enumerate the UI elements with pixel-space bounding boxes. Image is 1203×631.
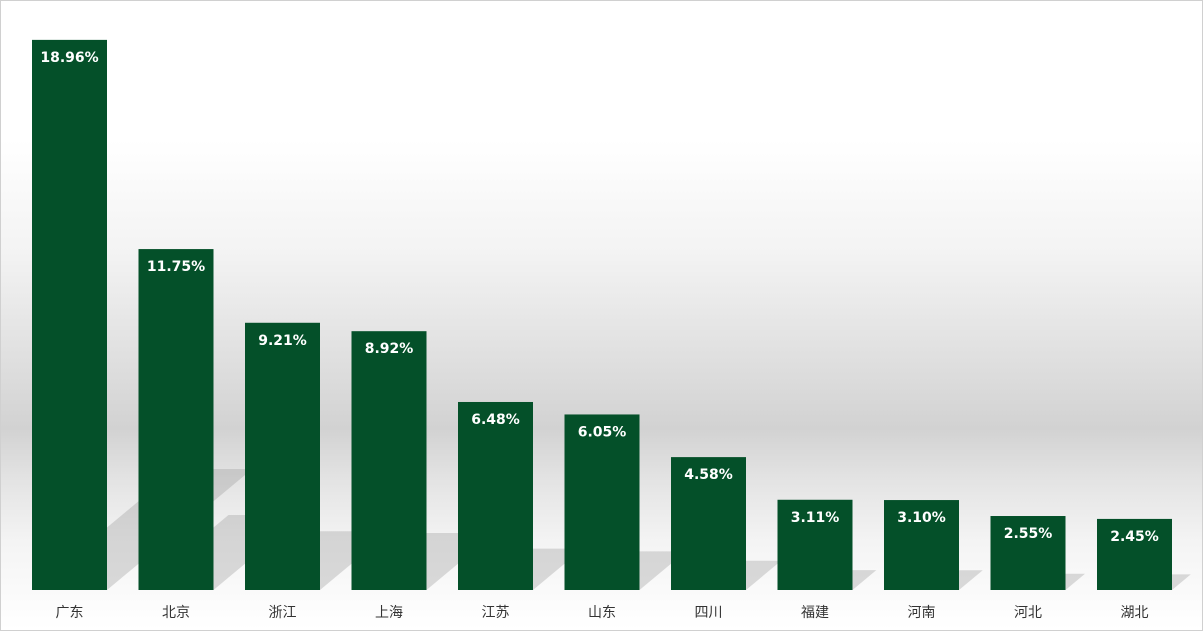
data-label: 3.10% — [897, 510, 946, 526]
data-label: 6.48% — [471, 412, 520, 428]
bar — [564, 414, 640, 590]
x-tick-label: 湖北 — [1121, 605, 1149, 621]
bar — [32, 39, 107, 590]
data-label: 2.55% — [1004, 526, 1053, 542]
bar — [671, 457, 746, 590]
x-tick-label: 四川 — [695, 605, 723, 621]
bar — [351, 331, 427, 590]
bars-group — [32, 39, 1172, 590]
data-label: 8.92% — [365, 341, 414, 357]
x-tick-label: 上海 — [375, 605, 403, 621]
x-tick-label: 广东 — [56, 605, 84, 621]
bar — [245, 322, 320, 590]
bar — [1097, 518, 1172, 590]
bar — [458, 401, 533, 590]
data-labels-group: 18.96% 11.75% 9.21% 8.92% 6.48% 6.05% 4.58% 3.1… — [40, 50, 1158, 545]
bar — [777, 499, 853, 590]
x-tick-label: 河南 — [908, 605, 936, 621]
data-label: 3.11% — [791, 510, 840, 526]
data-label: 2.45% — [1110, 529, 1159, 545]
x-tick-label: 河北 — [1014, 605, 1042, 621]
data-label: 11.75% — [147, 259, 205, 275]
bar — [884, 500, 959, 590]
x-tick-label: 北京 — [162, 605, 190, 621]
x-axis-tick-labels: 广东 北京 浙江 上海 江苏 山东 四川 福建 河南 河北 湖北 — [56, 605, 1149, 621]
data-label: 18.96% — [40, 50, 98, 66]
x-tick-label: 江苏 — [482, 605, 510, 621]
data-label: 6.05% — [578, 424, 627, 440]
x-tick-label: 浙江 — [269, 605, 297, 621]
x-tick-label: 山东 — [588, 605, 616, 621]
data-label: 9.21% — [258, 333, 307, 349]
bar — [990, 516, 1066, 590]
bar — [138, 249, 214, 590]
x-tick-label: 福建 — [801, 605, 829, 621]
data-label: 4.58% — [684, 467, 733, 483]
